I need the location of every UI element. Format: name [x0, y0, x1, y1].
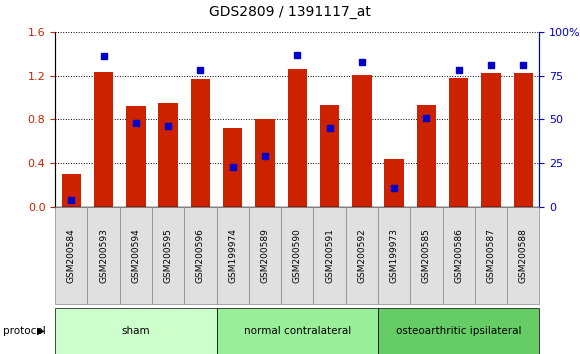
Text: GSM200591: GSM200591 [325, 228, 334, 283]
Text: protocol: protocol [3, 326, 46, 336]
FancyBboxPatch shape [378, 207, 410, 304]
FancyBboxPatch shape [184, 207, 216, 304]
Bar [61, 174, 81, 207]
Bar [94, 72, 113, 207]
Bar [320, 105, 339, 207]
Text: GSM200586: GSM200586 [454, 228, 463, 283]
FancyBboxPatch shape [475, 207, 507, 304]
Text: GSM200590: GSM200590 [293, 228, 302, 283]
Text: GSM199974: GSM199974 [228, 228, 237, 283]
FancyBboxPatch shape [507, 207, 539, 304]
Bar [255, 120, 275, 207]
Bar [352, 75, 372, 207]
Bar [288, 69, 307, 207]
FancyBboxPatch shape [249, 207, 281, 304]
FancyBboxPatch shape [88, 207, 119, 304]
Text: GSM199973: GSM199973 [390, 228, 398, 283]
FancyBboxPatch shape [281, 207, 313, 304]
Text: GSM200595: GSM200595 [164, 228, 173, 283]
Text: sham: sham [121, 326, 150, 336]
FancyBboxPatch shape [443, 207, 475, 304]
Text: GSM200589: GSM200589 [260, 228, 270, 283]
FancyBboxPatch shape [216, 207, 249, 304]
Bar [385, 159, 404, 207]
FancyBboxPatch shape [119, 207, 152, 304]
Text: GSM200588: GSM200588 [519, 228, 528, 283]
Text: normal contralateral: normal contralateral [244, 326, 351, 336]
Bar [158, 103, 178, 207]
Bar [513, 74, 533, 207]
Text: GSM200584: GSM200584 [67, 228, 76, 283]
Text: GSM200596: GSM200596 [196, 228, 205, 283]
Bar [223, 128, 242, 207]
Bar [449, 78, 469, 207]
FancyBboxPatch shape [152, 207, 184, 304]
FancyBboxPatch shape [313, 207, 346, 304]
Text: GSM200594: GSM200594 [131, 228, 140, 283]
Text: GDS2809 / 1391117_at: GDS2809 / 1391117_at [209, 5, 371, 19]
Text: osteoarthritic ipsilateral: osteoarthritic ipsilateral [396, 326, 521, 336]
Text: GSM200593: GSM200593 [99, 228, 108, 283]
Text: GSM200585: GSM200585 [422, 228, 431, 283]
FancyBboxPatch shape [410, 207, 443, 304]
Bar [416, 105, 436, 207]
FancyBboxPatch shape [346, 207, 378, 304]
Text: ▶: ▶ [37, 326, 45, 336]
Bar [126, 106, 146, 207]
Text: GSM200592: GSM200592 [357, 228, 367, 283]
Text: GSM200587: GSM200587 [487, 228, 495, 283]
Bar [191, 79, 210, 207]
Bar [481, 74, 501, 207]
FancyBboxPatch shape [55, 207, 88, 304]
